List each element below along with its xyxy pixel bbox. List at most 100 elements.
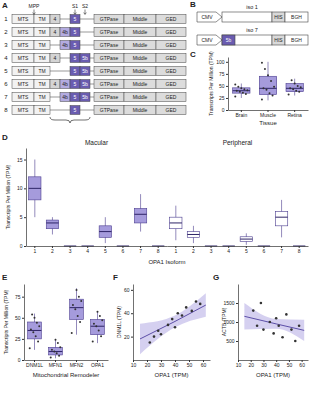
domain-box [156, 67, 186, 76]
box [70, 299, 84, 319]
x-tick-label: 4 [86, 248, 89, 254]
domain-box-label: GED [166, 16, 177, 22]
exon-box-label: 5 [74, 94, 77, 100]
row-number: 5 [4, 68, 8, 74]
x-axis-title: OPA1 (TPM) [256, 372, 290, 378]
y-tick-mark [236, 303, 238, 304]
point [289, 87, 291, 89]
y-domain [238, 285, 239, 361]
group-label: Peripheral [223, 139, 253, 147]
row-number: 1 [4, 16, 8, 22]
x-tick-label: 5 [245, 248, 248, 254]
panel-letter: D [2, 133, 8, 142]
domain-box-label: GTPase [100, 16, 119, 22]
domain-box-label: MTS [18, 68, 29, 74]
x-tick: 2 [192, 246, 195, 254]
box [259, 76, 276, 94]
domain-box-label: GED [166, 107, 177, 113]
exon-box-label: 4b [62, 94, 68, 100]
site-arrowhead [74, 13, 77, 15]
isoform-row: 8MTSTM5GTPaseMiddleGED [4, 106, 186, 115]
point [261, 62, 263, 64]
point [76, 289, 78, 291]
point [51, 349, 53, 351]
exon-box [80, 80, 90, 89]
y-tick-label: 50 [15, 315, 21, 321]
y-tick-label: 0 [20, 243, 23, 249]
point [260, 302, 263, 305]
point [240, 87, 242, 89]
y-tick-mark [131, 337, 133, 338]
x-axis: DNM1LMFN1MFN2OPA1 [25, 360, 109, 368]
y-tick-mark [24, 217, 26, 218]
median [91, 326, 105, 327]
site-arrow [34, 10, 35, 15]
panel-letter: G [213, 273, 219, 282]
exon-box-label: 5b [82, 94, 88, 100]
y-tick: 50 [219, 83, 228, 89]
point [77, 315, 79, 317]
y-domain [24, 285, 25, 361]
isoform-row: 3MTSTM4b5GTPaseMiddleGED [4, 41, 186, 50]
point [191, 310, 194, 313]
exon-box-label: 5 [74, 81, 77, 87]
x-tick: 30 [261, 360, 267, 368]
x-tick: OPA1 [91, 360, 104, 368]
box [99, 226, 111, 238]
point [72, 304, 74, 306]
point [181, 314, 184, 317]
point [262, 328, 265, 331]
domain-box-label: MTS [18, 94, 29, 100]
y-tick-label: 25 [219, 95, 225, 101]
domain-box-label: Middle [133, 29, 148, 35]
point [270, 80, 272, 82]
y-tick-mark [131, 313, 133, 314]
fit-line [140, 305, 206, 339]
domain-box-label: GTPase [100, 68, 119, 74]
y-tick: 0 [222, 107, 228, 113]
point [269, 321, 272, 324]
domain-box-label: GED [166, 81, 177, 87]
y-axis: 0255075 [15, 285, 25, 364]
x-tick: 4 [227, 246, 230, 254]
polya-label: BGH [291, 37, 302, 43]
domain-box [12, 54, 34, 63]
point [295, 90, 297, 92]
y-tick: 25 [15, 336, 24, 342]
x-tick-label: 60 [299, 362, 305, 368]
domain-box-label: GTPase [100, 42, 119, 48]
x-tick: 4 [86, 246, 89, 254]
exon-box-label: 5 [74, 55, 77, 61]
chart-panel: E0255075Transcripts Per Million (TPM)DNM… [2, 273, 109, 378]
domain-box [124, 106, 156, 115]
box [233, 88, 250, 93]
domain-box-label: Middle [133, 107, 148, 113]
y-axis-title: Transcripts Per Million (TPM) [208, 51, 214, 116]
domain-box-label: GED [166, 42, 177, 48]
y-axis-title: ACTB (TPM) [221, 307, 227, 336]
point [31, 313, 33, 315]
x-tick-label: 40 [274, 362, 280, 368]
x-domain [25, 360, 109, 361]
x-tick: 50 [187, 360, 193, 368]
promoter-label: CMV [201, 14, 213, 20]
exon-box [222, 35, 235, 45]
x-tick: 1 [33, 246, 36, 254]
y-tick-label: 10 [17, 185, 23, 191]
box [275, 211, 287, 225]
y-tick: 10 [17, 185, 26, 191]
plot-area [29, 160, 306, 246]
x-tick-label: MFN1 [49, 362, 63, 368]
domain-box [34, 106, 50, 115]
y-domain [228, 58, 229, 111]
box [29, 177, 41, 200]
domain-box [34, 28, 50, 37]
domain-box-label: GED [166, 55, 177, 61]
point [265, 89, 267, 91]
x-tick-label: Retina [287, 112, 302, 118]
exon-box-label: 4 [54, 16, 57, 22]
domain-box [94, 15, 124, 24]
domain-box-label: TM [38, 55, 45, 61]
x-tick: 7 [280, 246, 283, 254]
x-tick: 60 [201, 360, 207, 368]
